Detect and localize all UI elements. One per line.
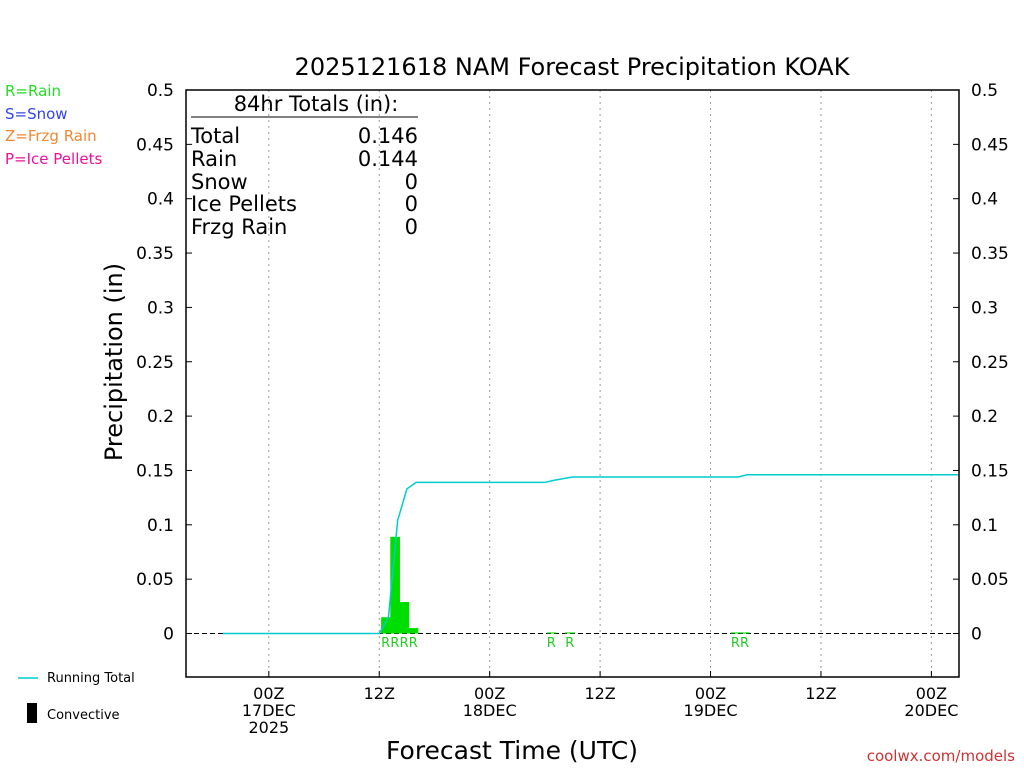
rain-bars	[381, 536, 750, 634]
precip-type-letter: R	[731, 636, 740, 651]
rain-bar	[565, 632, 575, 634]
precip-type-letter: R	[565, 636, 574, 651]
type-legend: R=Rain S=Snow Z=Frzg Rain P=Ice Pellets	[5, 82, 102, 168]
y-tick-label-right: 0.45	[971, 135, 1009, 155]
y-tick-label-left: 0.45	[136, 135, 174, 155]
x-tick-label: 2025	[248, 718, 289, 737]
totals-label-frzg-rain: Frzg Rain	[191, 215, 287, 239]
precip-type-letter: R	[390, 636, 399, 651]
rain-bar	[408, 628, 419, 634]
precip-type-letter: R	[409, 636, 418, 651]
rain-bar	[381, 617, 391, 634]
y-tick-label-left: 0.3	[147, 298, 174, 318]
rain-bar	[390, 536, 400, 634]
x-tick-label: 12Z	[364, 684, 395, 703]
y-tick-label-left: 0.4	[147, 190, 174, 210]
y-tick-label-left: 0	[163, 625, 174, 645]
x-tick-label: 12Z	[805, 684, 836, 703]
convective-legend-label: Convective	[47, 708, 120, 723]
precip-type-letter: R	[400, 636, 409, 651]
y-tick-label-left: 0.05	[136, 570, 174, 590]
x-tick-label: 20DEC	[904, 701, 958, 720]
precip-type-letter: R	[381, 636, 390, 651]
totals-label-snow: Snow	[191, 170, 248, 194]
plot-frame	[185, 89, 960, 678]
x-tick-label: 12Z	[584, 684, 615, 703]
totals-value-frzg-rain: 0	[405, 215, 418, 239]
running-total-legend-label: Running Total	[47, 671, 135, 686]
y-tick-label-right: 0.05	[971, 570, 1009, 590]
totals-label-total: Total	[190, 124, 240, 148]
totals-heading: 84hr Totals (in):	[234, 92, 399, 116]
type-legend-rain: R=Rain	[5, 82, 61, 100]
rain-bar	[546, 632, 557, 634]
y-axis-label: Precipitation (in)	[100, 263, 128, 461]
credit-text: coolwx.com/models	[867, 747, 1015, 765]
y-tick-label-right: 0.35	[971, 244, 1009, 264]
totals-box: 84hr Totals (in): Total 0.146 Rain 0.144…	[190, 92, 418, 239]
y-tick-label-left: 0.2	[147, 407, 174, 427]
chart-title: 2025121618 NAM Forecast Precipitation KO…	[295, 53, 851, 81]
y-tick-label-right: 0.2	[971, 407, 998, 427]
x-tick-label: 17DEC	[242, 701, 296, 720]
y-tick-label-left: 0.5	[147, 81, 174, 101]
rain-bar	[739, 632, 750, 634]
rain-bar	[730, 632, 741, 634]
totals-value-rain: 0.144	[358, 147, 418, 171]
totals-value-snow: 0	[405, 170, 418, 194]
totals-label-ice-pellets: Ice Pellets	[191, 192, 297, 216]
running-total-line	[222, 474, 959, 635]
y-tick-label-left: 0.1	[147, 516, 174, 536]
bottom-legend: Running Total Convective	[18, 671, 135, 723]
x-axis-label: Forecast Time (UTC)	[386, 736, 638, 765]
type-legend-ice-pellets: P=Ice Pellets	[5, 150, 102, 168]
y-tick-label-left: 0.35	[136, 244, 174, 264]
x-tick-label: 00Z	[695, 684, 726, 703]
y-axis-ticks: 0 00.05 0.050.1 0.10.15 0.150.2 0.20.25 0.250.…	[136, 81, 1009, 645]
rain-bar	[399, 601, 410, 634]
y-tick-label-left: 0.25	[136, 353, 174, 373]
x-tick-label: 00Z	[474, 684, 505, 703]
y-tick-label-right: 0	[971, 625, 982, 645]
y-tick-label-right: 0.25	[971, 353, 1009, 373]
x-tick-label: 00Z	[916, 684, 947, 703]
grid-lines	[268, 90, 932, 677]
precip-type-letter: R	[740, 636, 749, 651]
type-legend-frzg-rain: Z=Frzg Rain	[5, 127, 97, 145]
y-tick-label-right: 0.3	[971, 298, 998, 318]
precip-type-letter: R	[547, 636, 556, 651]
y-tick-label-right: 0.1	[971, 516, 998, 536]
totals-value-total: 0.146	[358, 124, 418, 148]
y-tick-label-right: 0.5	[971, 81, 998, 101]
y-tick-label-right: 0.15	[971, 461, 1009, 481]
x-tick-label: 18DEC	[463, 701, 517, 720]
x-tick-label: 19DEC	[684, 701, 738, 720]
totals-label-rain: Rain	[191, 147, 237, 171]
type-legend-snow: S=Snow	[5, 105, 68, 123]
convective-legend-swatch	[27, 703, 37, 723]
y-tick-label-right: 0.4	[971, 190, 998, 210]
x-tick-label: 00Z	[253, 684, 284, 703]
y-tick-label-left: 0.15	[136, 461, 174, 481]
totals-value-ice-pellets: 0	[405, 192, 418, 216]
